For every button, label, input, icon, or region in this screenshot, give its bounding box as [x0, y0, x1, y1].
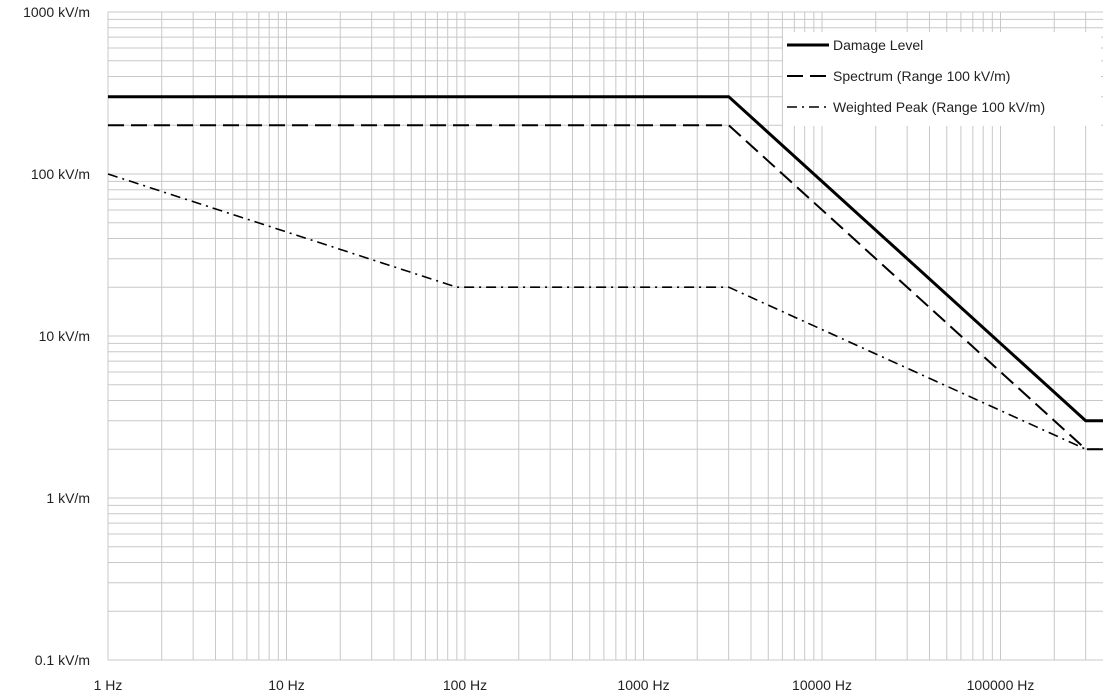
x-tick-label: 1000 Hz — [617, 677, 669, 693]
legend-label-3: Weighted Peak (Range 100 kV/m) — [833, 99, 1045, 115]
y-tick-label: 10 kV/m — [39, 328, 90, 344]
x-tick-label: 1 Hz — [94, 677, 123, 693]
y-tick-label: 1 kV/m — [46, 490, 90, 506]
legend-label-2: Spectrum (Range 100 kV/m) — [833, 68, 1010, 84]
x-tick-label: 10 Hz — [268, 677, 305, 693]
x-tick-label: 100000 Hz — [967, 677, 1035, 693]
y-tick-label: 0.1 kV/m — [35, 652, 90, 668]
legend-label-1: Damage Level — [833, 37, 923, 53]
grid — [107, 11, 1103, 661]
series-lines — [107, 95, 1103, 451]
x-tick-label: 10000 Hz — [792, 677, 852, 693]
series-line-3 — [107, 173, 1103, 451]
tick-labels: 1 Hz 10 Hz 100 Hz 1000 Hz 10000 Hz 100000 Hz 0… — [23, 4, 1034, 693]
x-tick-label: 100 Hz — [443, 677, 487, 693]
legend: Damage Level Spectrum (Range 100 kV/m) Wei… — [783, 32, 1101, 126]
series-line-1 — [108, 95, 1103, 423]
legend-box — [783, 32, 1101, 126]
y-tick-label: 100 kV/m — [31, 166, 90, 182]
y-tick-label: 1000 kV/m — [23, 4, 90, 20]
